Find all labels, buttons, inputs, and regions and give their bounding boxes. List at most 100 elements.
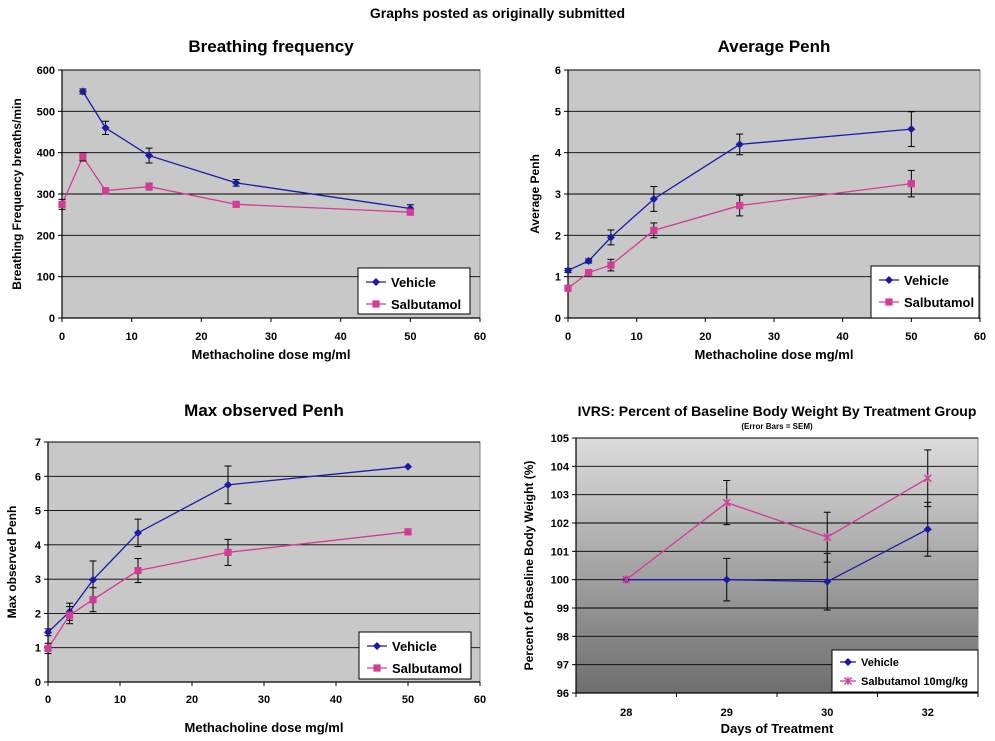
x-tick-label: 50 bbox=[905, 331, 917, 343]
y-tick-label: 101 bbox=[551, 546, 569, 558]
y-tick-label: 5 bbox=[555, 106, 561, 118]
series-line-salbutamol bbox=[61, 155, 411, 213]
x-tick-label: 40 bbox=[837, 331, 849, 343]
y-tick-label: 105 bbox=[551, 433, 569, 445]
legend-box bbox=[870, 265, 980, 319]
y-tick-label: 600 bbox=[37, 65, 55, 77]
y-axis-label: Percent of Baseline Body Weight (%) bbox=[522, 461, 536, 671]
y-axis-label: Average Penh bbox=[528, 154, 542, 234]
legend-label: Salbutamol bbox=[391, 297, 461, 312]
data-point bbox=[43, 628, 53, 637]
y-tick-label: 5 bbox=[35, 506, 41, 518]
x-tick-label: 0 bbox=[565, 331, 571, 343]
y-tick-label: 100 bbox=[551, 575, 569, 587]
chart-4: 96 97 98 99 100 101 102 103 104 105 28 29 30 32 IVRS: … bbox=[522, 403, 979, 736]
data-point bbox=[923, 474, 932, 483]
y-axis-label: Max observed Penh bbox=[5, 506, 19, 619]
y-tick-label: 500 bbox=[37, 106, 55, 118]
y-tick-label: 2 bbox=[35, 608, 41, 620]
data-point bbox=[406, 208, 414, 216]
chart-1: 0 100 200 300 400 500 600 0 10 20 30 40 50 60 Breathin… bbox=[10, 37, 486, 362]
y-tick-label: 300 bbox=[37, 189, 55, 201]
x-tick-label: 60 bbox=[974, 331, 986, 343]
data-point bbox=[232, 200, 240, 208]
data-point bbox=[907, 180, 915, 188]
y-tick-label: 6 bbox=[555, 65, 561, 77]
x-axis-label: Methacholine dose mg/ml bbox=[695, 347, 854, 362]
data-point bbox=[134, 566, 142, 575]
x-tick-label: 60 bbox=[474, 694, 486, 706]
y-tick-label: 3 bbox=[35, 574, 41, 586]
x-axis-label: Methacholine dose mg/ml bbox=[192, 347, 351, 362]
legend-marker bbox=[373, 664, 381, 672]
x-tick-label: 32 bbox=[922, 707, 934, 719]
x-axis-label: Days of Treatment bbox=[721, 721, 834, 736]
y-tick-label: 4 bbox=[35, 540, 42, 552]
legend-marker bbox=[884, 275, 894, 285]
legend-marker bbox=[372, 300, 380, 308]
data-point bbox=[823, 577, 832, 586]
legend-box bbox=[831, 649, 979, 693]
legend-marker bbox=[844, 677, 852, 685]
y-tick-label: 4 bbox=[555, 148, 562, 160]
series-line-vehicle bbox=[47, 466, 409, 633]
x-tick-label: 10 bbox=[126, 331, 138, 343]
y-tick-label: 99 bbox=[557, 603, 569, 615]
data-point bbox=[223, 480, 233, 489]
data-point bbox=[224, 548, 232, 556]
y-tick-label: 7 bbox=[35, 437, 41, 449]
y-tick-label: 0 bbox=[555, 313, 561, 325]
y-tick-label: 0 bbox=[35, 677, 41, 689]
y-tick-label: 103 bbox=[551, 490, 569, 502]
y-tick-label: 3 bbox=[555, 189, 561, 201]
y-tick-label: 0 bbox=[49, 313, 55, 325]
x-tick-label: 20 bbox=[186, 694, 198, 706]
page-caption: Graphs posted as originally submitted bbox=[369, 5, 626, 21]
legend-label: Vehicle bbox=[861, 657, 899, 669]
x-tick-label: 60 bbox=[474, 331, 486, 343]
y-tick-label: 98 bbox=[557, 631, 569, 643]
y-tick-label: 2 bbox=[555, 230, 561, 242]
y-tick-label: 6 bbox=[35, 471, 41, 483]
y-axis-label: Breathing Frequency breaths/min bbox=[10, 98, 24, 289]
y-tick-label: 400 bbox=[37, 148, 55, 160]
data-point bbox=[563, 266, 573, 275]
chart-3: 0 1 2 3 4 5 6 7 0 10 20 30 40 50 60 Max observed Penh Me… bbox=[5, 401, 486, 735]
data-point bbox=[584, 268, 593, 277]
x-tick-label: 50 bbox=[402, 694, 414, 706]
x-tick-label: 20 bbox=[195, 331, 207, 343]
y-tick-label: 200 bbox=[37, 230, 55, 242]
legend-marker bbox=[843, 657, 853, 667]
data-point bbox=[101, 187, 110, 195]
legend-label: Vehicle bbox=[392, 639, 437, 654]
data-point bbox=[78, 87, 87, 96]
x-tick-label: 40 bbox=[335, 331, 347, 343]
data-point bbox=[88, 575, 98, 584]
data-point bbox=[79, 153, 87, 161]
data-point bbox=[133, 528, 143, 537]
x-tick-label: 30 bbox=[821, 707, 833, 719]
data-point bbox=[145, 151, 154, 160]
data-point bbox=[584, 256, 593, 265]
data-point bbox=[145, 182, 153, 191]
chart-title: Average Penh bbox=[718, 37, 831, 56]
legend-marker bbox=[885, 298, 893, 306]
chart-title: IVRS: Percent of Baseline Body Weight By… bbox=[578, 403, 977, 419]
data-point bbox=[58, 200, 66, 208]
data-point bbox=[622, 575, 631, 584]
y-tick-label: 100 bbox=[37, 272, 55, 284]
x-tick-label: 28 bbox=[620, 707, 632, 719]
x-tick-label: 20 bbox=[699, 331, 711, 343]
x-tick-label: 30 bbox=[258, 694, 270, 706]
data-point bbox=[722, 498, 731, 507]
x-axis-label: Methacholine dose mg/ml bbox=[185, 720, 344, 735]
x-tick-label: 40 bbox=[330, 694, 342, 706]
legend-marker bbox=[372, 641, 382, 651]
data-point bbox=[44, 644, 52, 652]
data-point bbox=[923, 525, 932, 534]
data-point bbox=[101, 123, 110, 132]
data-point bbox=[606, 233, 615, 242]
data-point bbox=[722, 575, 731, 584]
chart-title: Max observed Penh bbox=[184, 401, 344, 420]
